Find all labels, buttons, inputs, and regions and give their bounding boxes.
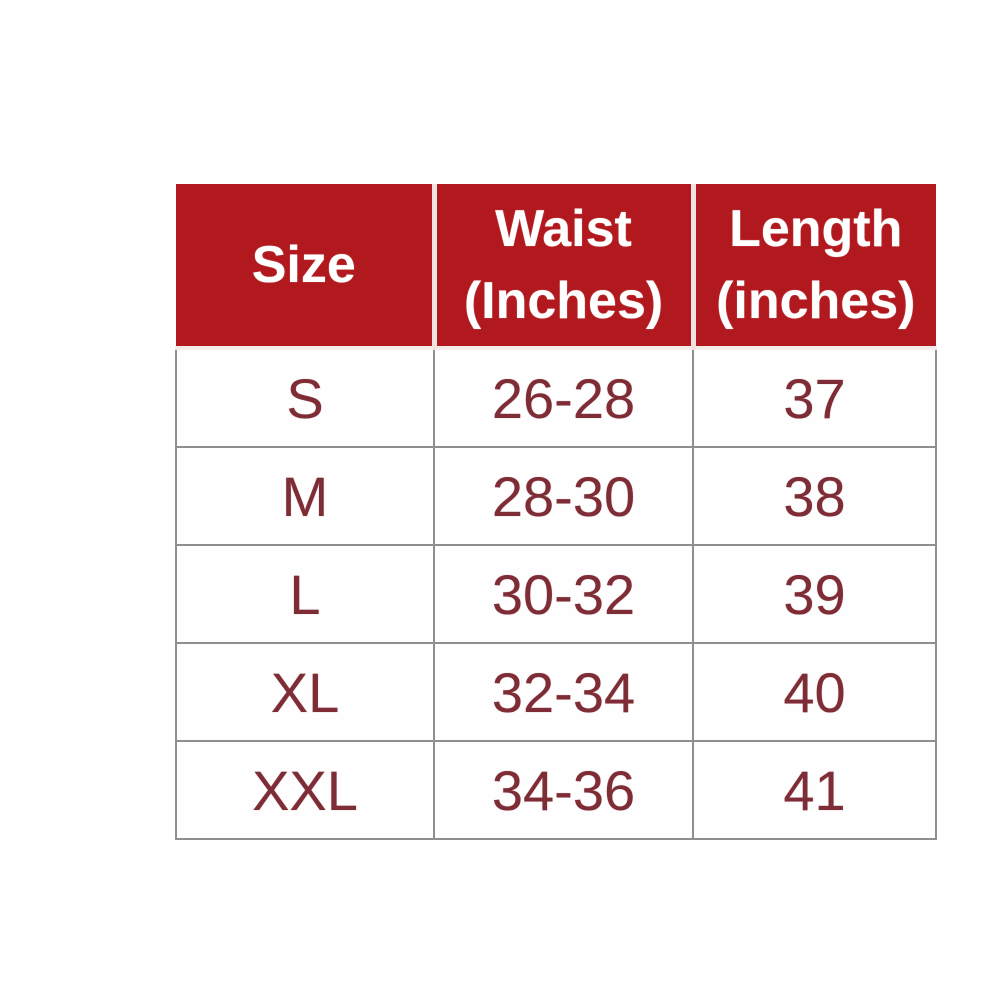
header-waist-unit-label: (Inches) bbox=[463, 272, 664, 330]
header-cell-waist: Waist (Inches) bbox=[431, 184, 693, 350]
size-cell: M bbox=[175, 446, 435, 546]
table-row-s: S 26-28 37 bbox=[175, 347, 937, 448]
length-cell: 39 bbox=[692, 544, 937, 644]
waist-cell: 32-34 bbox=[433, 642, 694, 742]
header-length-label: Length bbox=[729, 200, 903, 258]
waist-cell: 28-30 bbox=[433, 446, 694, 546]
size-chart-header: Size Waist (Inches) Length (inches) bbox=[176, 184, 936, 350]
waist-cell: 26-28 bbox=[433, 347, 694, 448]
table-row-xl: XL 32-34 40 bbox=[175, 642, 937, 742]
header-length-unit-label: (inches) bbox=[716, 272, 916, 330]
waist-cell: 34-36 bbox=[433, 740, 694, 840]
table-row-xxl: XXL 34-36 41 bbox=[175, 740, 937, 840]
size-cell: S bbox=[175, 347, 435, 448]
size-cell: L bbox=[175, 544, 435, 644]
header-waist-label: Waist bbox=[495, 200, 632, 258]
length-cell: 38 bbox=[692, 446, 937, 546]
header-size-label: Size bbox=[251, 236, 356, 294]
size-cell: XXL bbox=[175, 740, 435, 840]
length-cell: 41 bbox=[692, 740, 937, 840]
size-cell: XL bbox=[175, 642, 435, 742]
header-cell-size: Size bbox=[176, 184, 434, 350]
table-row-l: L 30-32 39 bbox=[175, 544, 937, 644]
header-row: Size Waist (Inches) Length (inches) bbox=[176, 184, 936, 350]
length-cell: 37 bbox=[692, 347, 937, 448]
waist-cell: 30-32 bbox=[433, 544, 694, 644]
length-cell: 40 bbox=[692, 642, 937, 742]
size-chart-body: S 26-28 37 M 28-30 38 L 30-32 39 XL 32-3… bbox=[175, 347, 937, 840]
size-chart-table: Size Waist (Inches) Length (inches) S 26… bbox=[175, 184, 937, 840]
table-row-m: M 28-30 38 bbox=[175, 446, 937, 546]
header-cell-length: Length (inches) bbox=[690, 184, 936, 350]
